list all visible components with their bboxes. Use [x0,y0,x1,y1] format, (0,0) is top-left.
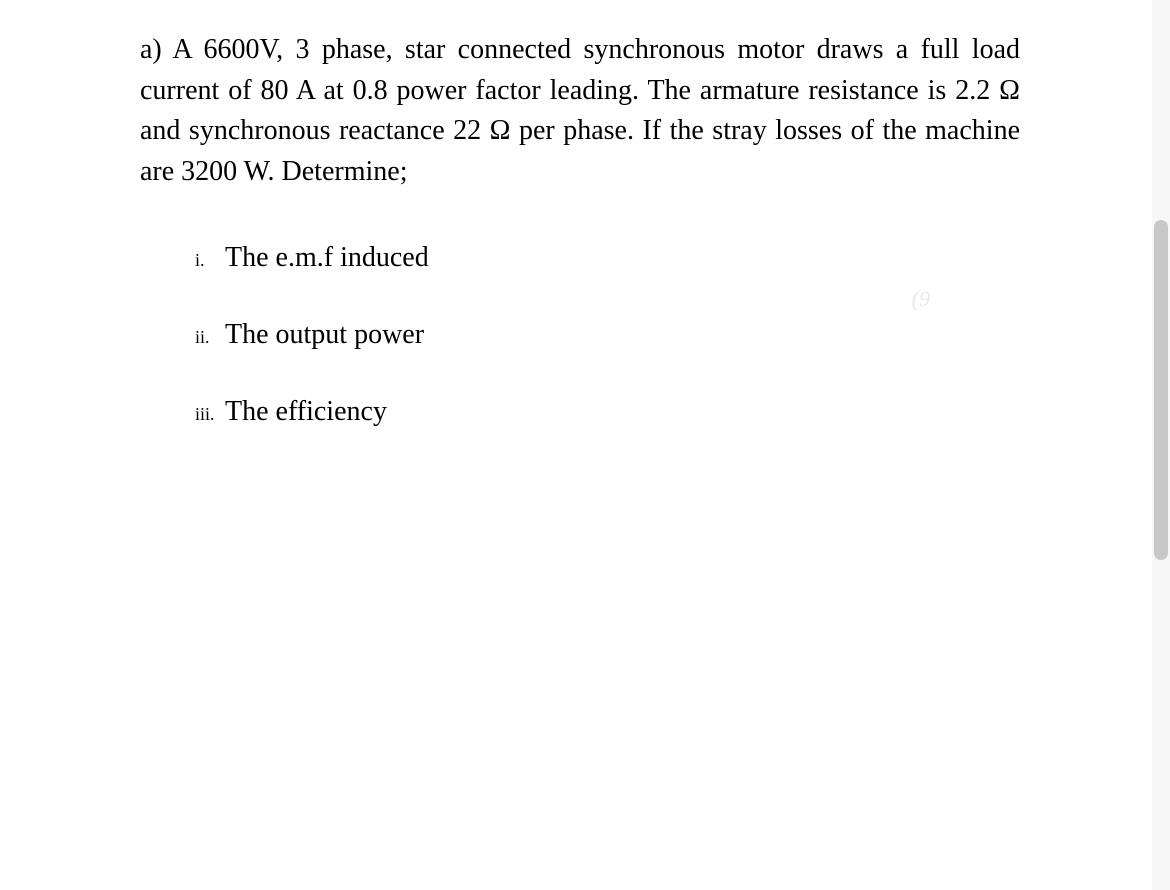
sub-item-label: iii. [195,404,217,425]
sub-item-label: i. [195,250,217,271]
sub-item-text: The efficiency [225,396,387,428]
sub-item-label: ii. [195,327,217,348]
faint-watermark: (9 [912,286,930,312]
sub-item: iii. The efficiency [195,396,1020,428]
sub-item-text: The output power [225,319,424,351]
question-body: a) A 6600V, 3 phase, star connected sync… [140,30,1020,192]
sub-item-text: The e.m.f induced [225,242,429,274]
sub-items-list: i. The e.m.f induced ii. The output powe… [195,242,1020,428]
sub-item: i. The e.m.f induced [195,242,1020,274]
document-content: a) A 6600V, 3 phase, star connected sync… [0,0,1170,428]
scrollbar-track[interactable] [1152,0,1170,890]
scrollbar-thumb[interactable] [1154,220,1168,560]
sub-item: ii. The output power [195,319,1020,351]
